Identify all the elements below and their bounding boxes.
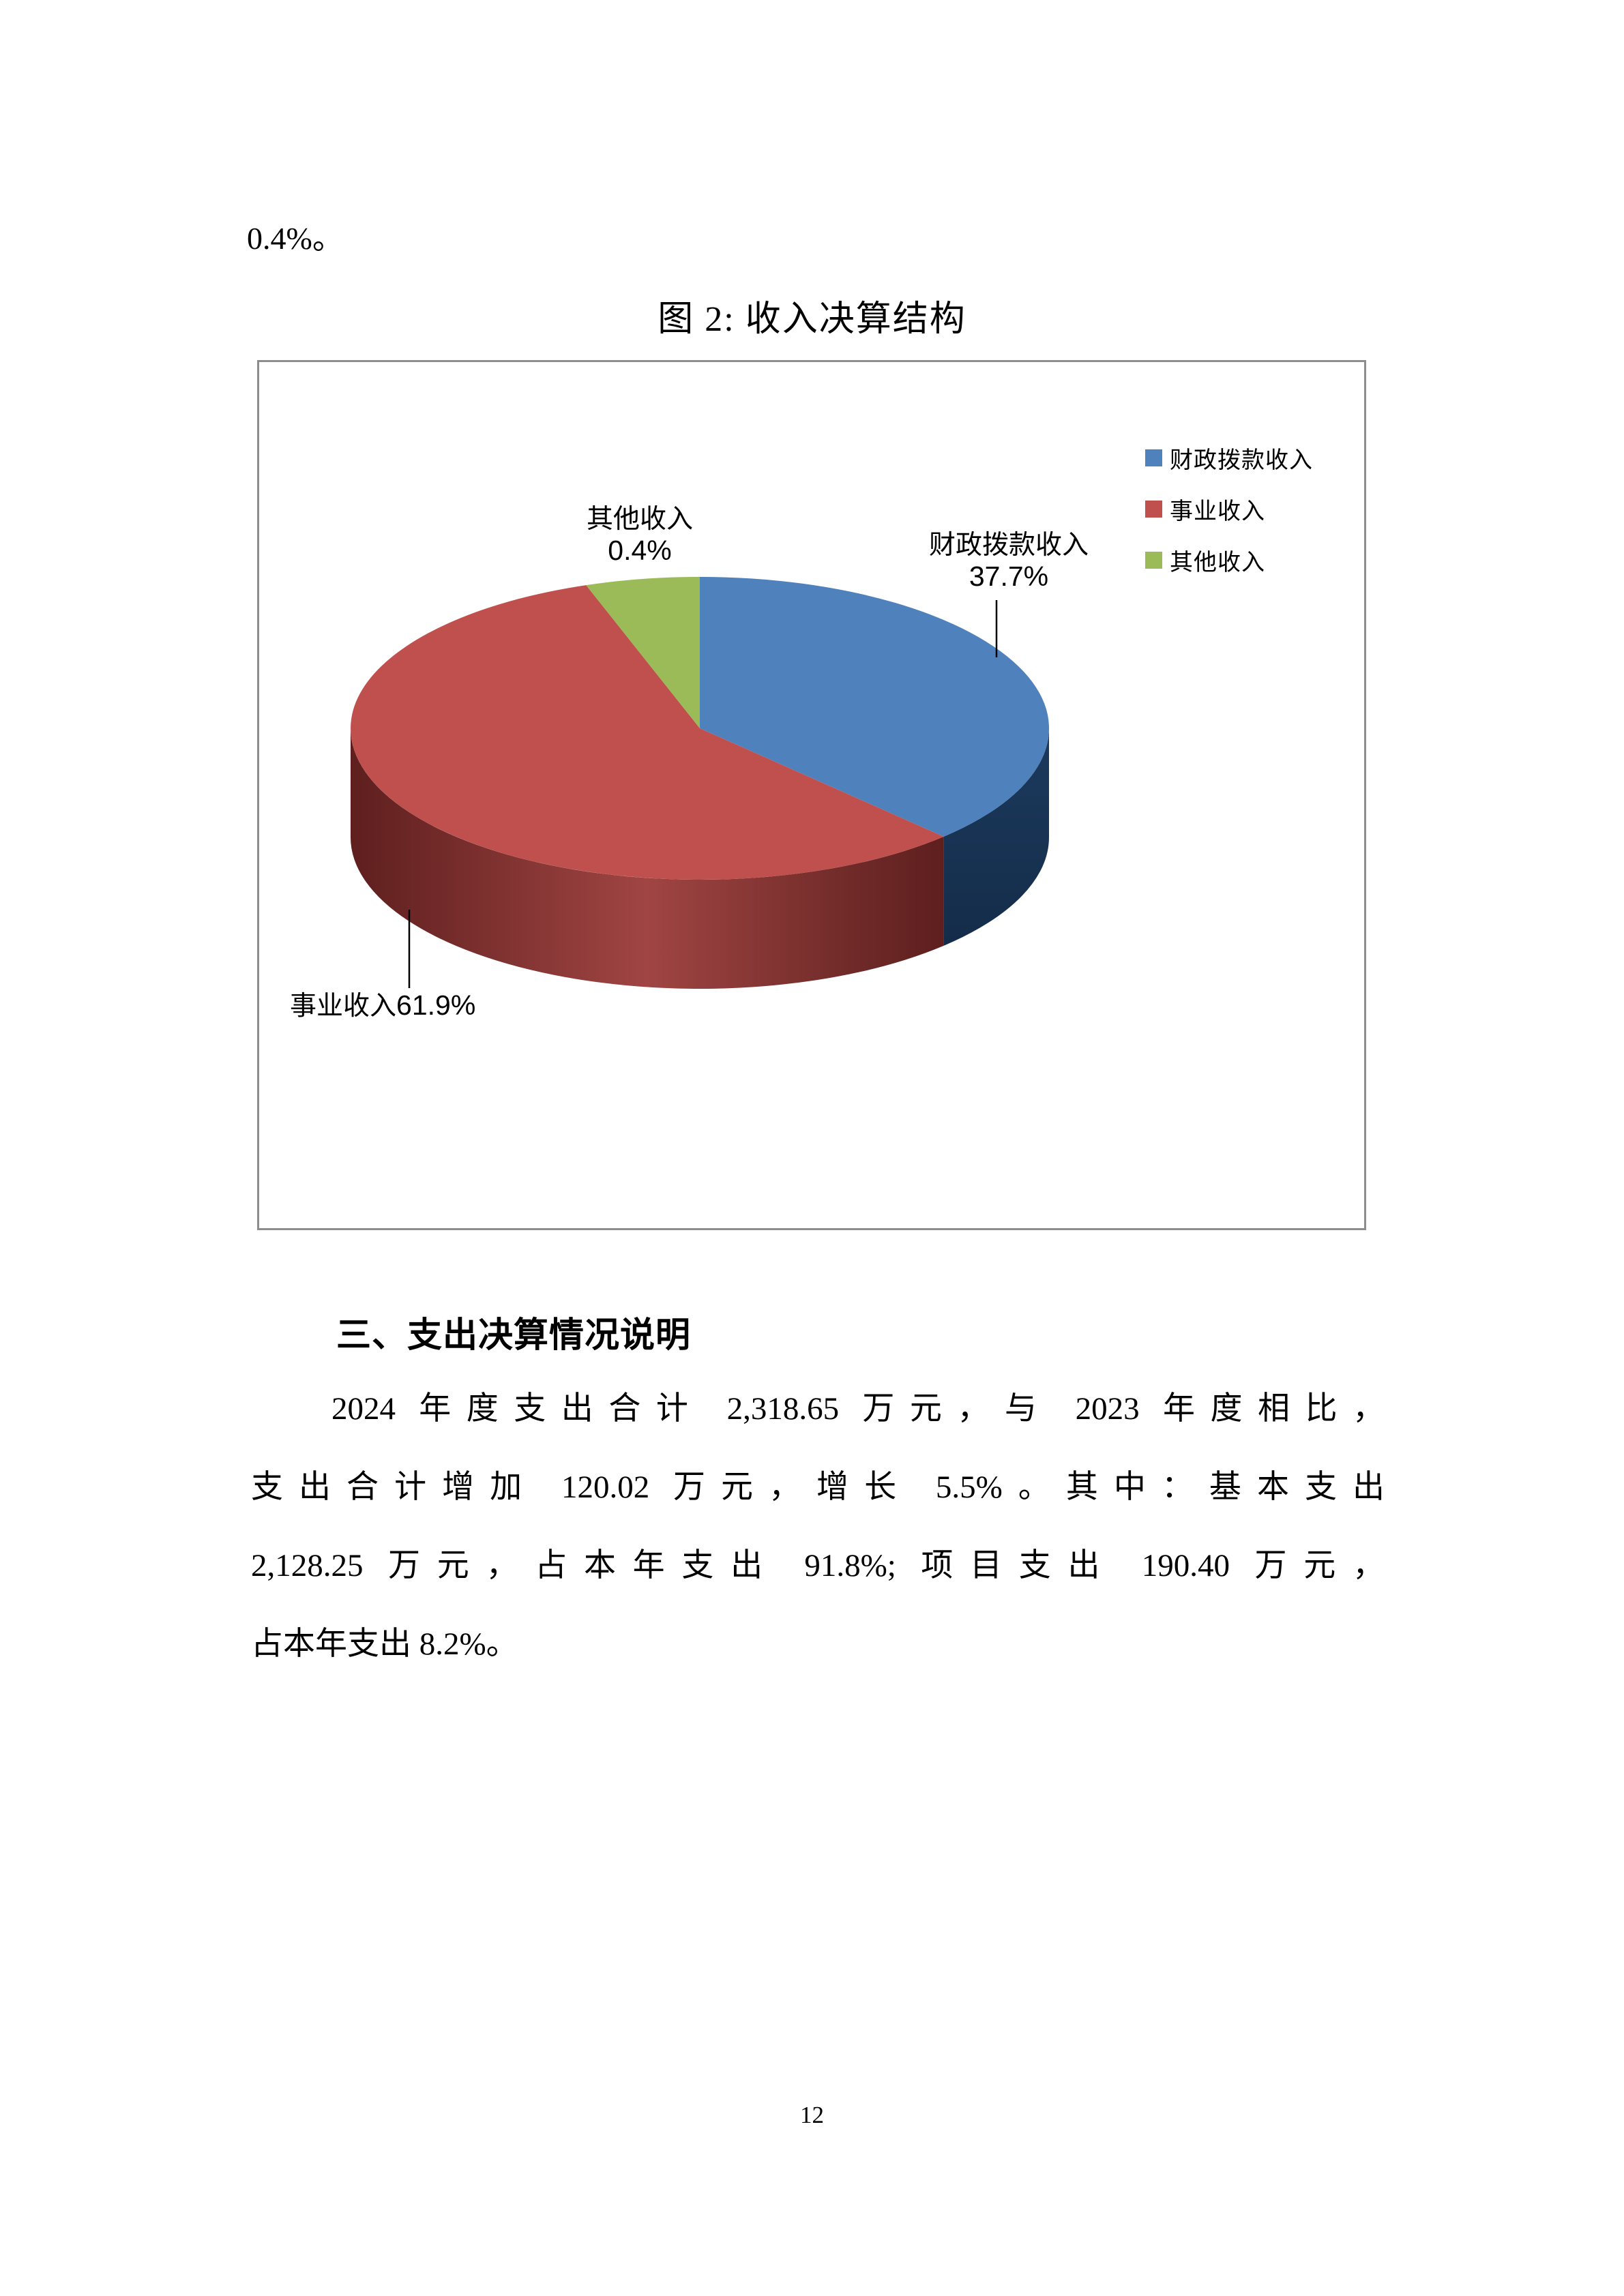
pie-label-fiscal-pct: 37.7% bbox=[969, 561, 1049, 593]
legend-label: 其他收入 bbox=[1170, 550, 1265, 576]
legend-item-business-income: 事业收入 bbox=[1145, 495, 1313, 524]
paragraph-line: 支出合计增加 120.02 万元，增长 5.5%。其中：基本支出 bbox=[251, 1470, 1385, 1505]
paragraph-line: 占本年支出 8.2%。 bbox=[251, 1626, 518, 1662]
income-chart-frame: 其他收入 0.4% 财政拨款收入 37.7% 事业收入61.9% 财政拨款收入 … bbox=[257, 360, 1366, 1230]
slice-fiscal-side bbox=[943, 728, 1049, 946]
legend-label: 财政拨款收入 bbox=[1170, 448, 1313, 473]
pie-label-business-name: 事业收入 bbox=[290, 992, 397, 1021]
pie-label-business-income: 事业收入61.9% bbox=[290, 989, 475, 1022]
pie-label-other-pct: 0.4% bbox=[608, 535, 672, 567]
pie-label-business-pct: 61.9% bbox=[396, 989, 476, 1021]
body-paragraph: 2024 年度支出合计 2,318.65 万元，与 2023 年度相比， 支出合… bbox=[251, 1373, 1385, 1686]
page-number: 12 bbox=[800, 2102, 824, 2128]
legend-item-other-income: 其他收入 bbox=[1145, 546, 1313, 576]
slice-other-top bbox=[586, 577, 700, 728]
pie-label-fiscal-income: 财政拨款收入 37.7% bbox=[929, 530, 1089, 593]
paragraph-line: 2024 年度支出合计 2,318.65 万元，与 2023 年度相比， bbox=[331, 1391, 1385, 1427]
pie-label-fiscal-name: 财政拨款收入 bbox=[928, 531, 1089, 560]
slice-business-side bbox=[350, 728, 944, 989]
pie-label-other-name: 其他收入 bbox=[586, 505, 694, 534]
chart-legend: 财政拨款收入 事业收入 其他收入 bbox=[1145, 444, 1313, 576]
figure-title: 图 2: 收入决算结构 bbox=[658, 300, 966, 339]
slice-fiscal-top bbox=[700, 577, 1050, 837]
legend-swatch-red-icon bbox=[1145, 501, 1162, 518]
pie-label-other-income: 其他收入 0.4% bbox=[587, 504, 693, 567]
legend-swatch-green-icon bbox=[1145, 552, 1162, 569]
income-pie-3d bbox=[350, 577, 1050, 989]
paragraph-line: 2,128.25 万元，占本年支出 91.8%; 项目支出 190.40 万元， bbox=[251, 1548, 1385, 1583]
page-leading-text: 0.4%。 bbox=[247, 221, 344, 256]
section-heading: 三、支出决算情况说明 bbox=[336, 1315, 692, 1354]
legend-label: 事业收入 bbox=[1170, 499, 1265, 524]
legend-item-fiscal-income: 财政拨款收入 bbox=[1145, 444, 1313, 473]
slice-business-top bbox=[351, 585, 944, 880]
legend-swatch-blue-icon bbox=[1145, 449, 1162, 466]
